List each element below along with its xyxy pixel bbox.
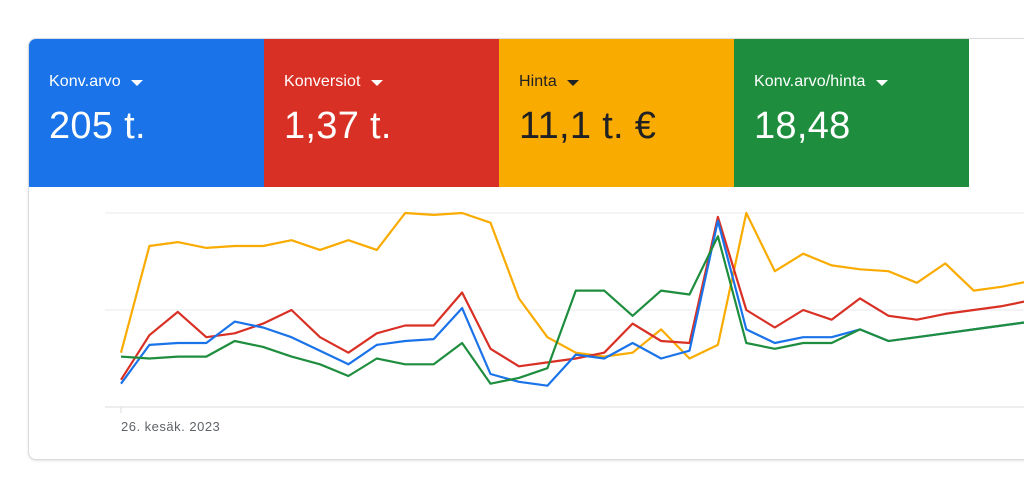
caret-down-icon[interactable] xyxy=(370,80,383,86)
line-chart xyxy=(105,211,1024,413)
metric-tile-conversions[interactable]: Konversiot 1,37 t. xyxy=(264,39,499,187)
metric-label-text: Konversiot xyxy=(284,73,361,90)
performance-card: Konv.arvo 205 t. Konversiot 1,37 t. Hint… xyxy=(28,38,1024,460)
metric-label[interactable]: Konv.arvo xyxy=(49,73,264,91)
metric-tile-conv-value-per-cost[interactable]: Konv.arvo/hinta 18,48 xyxy=(734,39,969,187)
metric-label-text: Hinta xyxy=(519,73,557,90)
metric-value: 11,1 t. € xyxy=(519,105,657,147)
series-line-0[interactable] xyxy=(119,211,1024,360)
metric-label[interactable]: Konv.arvo/hinta xyxy=(754,73,969,91)
metric-tiles: Konv.arvo 205 t. Konversiot 1,37 t. Hint… xyxy=(29,39,969,187)
x-tick-label: 26. kesäk. 2023 xyxy=(121,419,221,434)
metric-label-text: Konv.arvo/hinta xyxy=(754,73,866,90)
grid-lines xyxy=(105,212,1024,413)
metric-value: 1,37 t. xyxy=(284,105,392,147)
caret-down-icon[interactable] xyxy=(566,80,579,86)
caret-down-icon[interactable] xyxy=(130,80,143,86)
series-lines xyxy=(119,211,1024,387)
metric-label[interactable]: Konversiot xyxy=(284,73,499,91)
metric-tile-cost[interactable]: Hinta 11,1 t. € xyxy=(499,39,734,187)
metric-value: 205 t. xyxy=(49,105,146,147)
metric-value: 18,48 xyxy=(754,105,851,147)
metric-tile-conv-value[interactable]: Konv.arvo 205 t. xyxy=(29,39,264,187)
caret-down-icon[interactable] xyxy=(875,80,888,86)
series-line-3[interactable] xyxy=(120,235,1024,385)
metric-label[interactable]: Hinta xyxy=(519,73,734,91)
metric-label-text: Konv.arvo xyxy=(49,73,121,90)
